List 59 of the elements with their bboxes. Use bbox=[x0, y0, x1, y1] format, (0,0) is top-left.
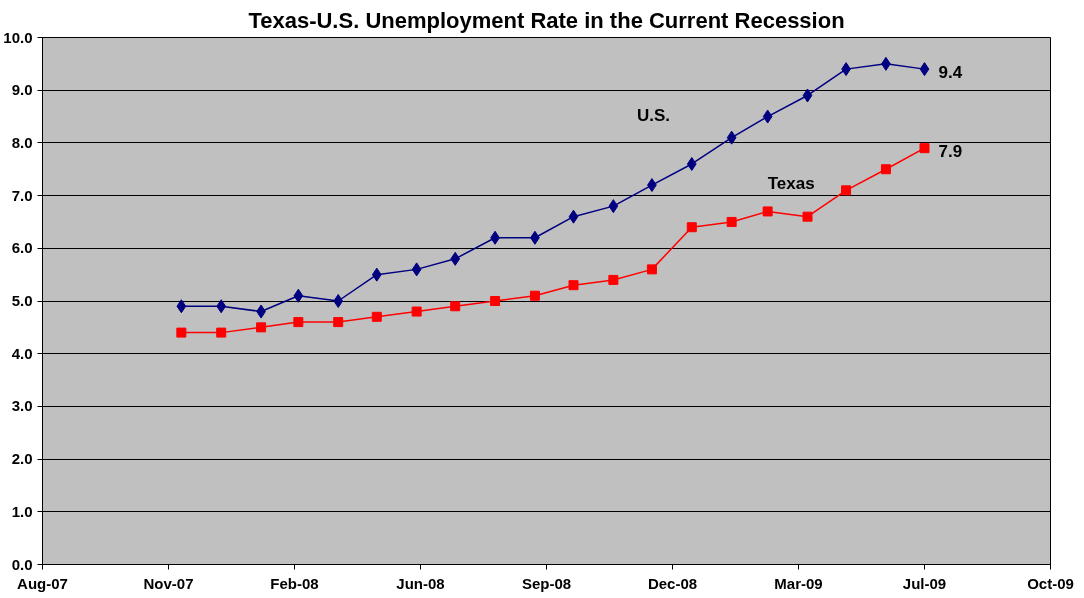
point bbox=[880, 164, 891, 175]
point bbox=[216, 327, 227, 338]
point bbox=[450, 301, 461, 312]
y-tick-label: 8.0 bbox=[11, 133, 33, 151]
x-tick-label: Jul-09 bbox=[902, 574, 947, 592]
point bbox=[686, 222, 697, 233]
point bbox=[802, 211, 813, 222]
x-tick-label: Oct-09 bbox=[1027, 574, 1074, 592]
point bbox=[216, 299, 227, 314]
x-tick-label: Jun-08 bbox=[396, 574, 445, 592]
y-tick-label: 4.0 bbox=[11, 344, 33, 362]
point bbox=[293, 288, 304, 303]
y-tick-label: 0.0 bbox=[11, 555, 33, 573]
point bbox=[762, 109, 773, 124]
point bbox=[802, 88, 813, 103]
point bbox=[726, 130, 737, 145]
point bbox=[333, 294, 344, 308]
x-tick-label: Aug-07 bbox=[17, 574, 68, 592]
point bbox=[568, 209, 579, 224]
x-tick-label: Sep-08 bbox=[521, 574, 572, 592]
y-tick-label: 3.0 bbox=[11, 397, 33, 415]
point bbox=[176, 327, 187, 338]
x-tick-label: Dec-08 bbox=[647, 574, 698, 592]
y-tick-label: 6.0 bbox=[11, 239, 33, 257]
point bbox=[411, 306, 422, 317]
point bbox=[490, 296, 501, 306]
y-tick-label: 9.0 bbox=[11, 81, 33, 99]
y-tick-label: 1.0 bbox=[11, 502, 33, 520]
point bbox=[293, 317, 304, 328]
annotation: 9.4 bbox=[938, 63, 963, 83]
text: U.S. bbox=[636, 106, 670, 126]
x-tick-label: Feb-08 bbox=[270, 574, 319, 592]
point bbox=[176, 299, 187, 314]
point bbox=[529, 290, 540, 301]
y-tick-label: 2.0 bbox=[11, 450, 33, 468]
point bbox=[608, 274, 619, 285]
point bbox=[371, 267, 382, 282]
point bbox=[726, 216, 737, 227]
annotation: 7.9 bbox=[938, 142, 963, 162]
point bbox=[256, 322, 267, 333]
point bbox=[608, 199, 619, 214]
y-tick-label: 10.0 bbox=[3, 28, 33, 46]
y-tick-label: 5.0 bbox=[11, 292, 33, 309]
point bbox=[762, 206, 773, 217]
point bbox=[371, 311, 382, 322]
point bbox=[646, 264, 657, 275]
point bbox=[450, 251, 461, 266]
x-tick-label: Nov-07 bbox=[143, 574, 194, 592]
chart-title: Texas-U.S. Unemployment Rate in the Current Recession bbox=[248, 7, 845, 33]
series-label: Texas bbox=[767, 174, 815, 194]
point bbox=[411, 262, 422, 277]
point bbox=[333, 317, 344, 328]
point bbox=[919, 143, 930, 154]
point bbox=[841, 185, 852, 196]
y-tick-label: 7.0 bbox=[11, 186, 33, 204]
point bbox=[568, 280, 579, 291]
x-tick-label: Mar-09 bbox=[774, 574, 823, 592]
point bbox=[686, 156, 697, 171]
point bbox=[919, 62, 930, 77]
